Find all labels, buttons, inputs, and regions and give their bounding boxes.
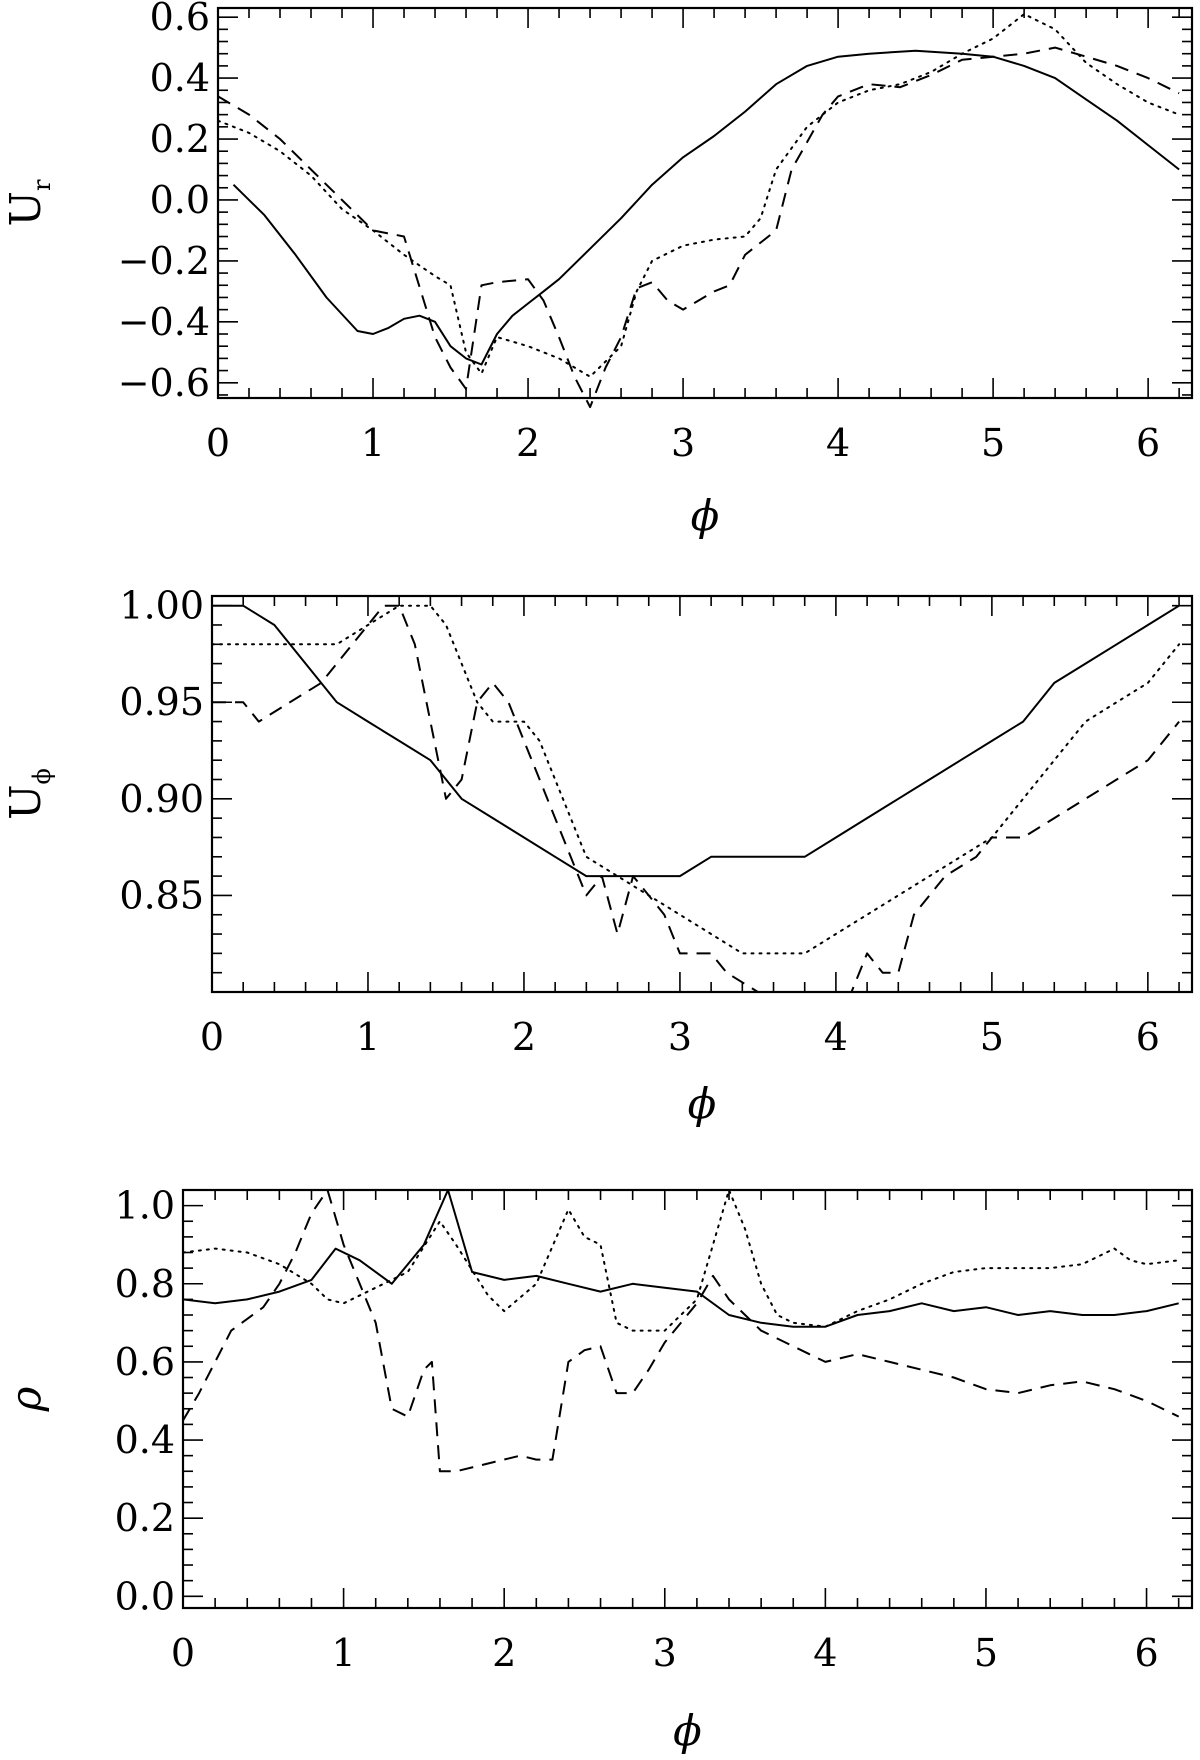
x-tick-label: 6 (1134, 1631, 1158, 1675)
x-tick-label: 1 (331, 1631, 355, 1675)
x-tick-label: 3 (668, 1015, 692, 1059)
x-axis-label: ϕ (688, 1079, 717, 1128)
y-tick-label: −0.4 (118, 300, 210, 344)
y-tick-label: −0.2 (118, 239, 210, 283)
x-tick-label: 5 (981, 421, 1005, 465)
y-tick-label: 0.2 (150, 117, 210, 161)
x-tick-label: 4 (824, 1015, 848, 1059)
panel-3: 0 1 2 3 4 5 6 0.0 0.2 0.4 0.6 0.8 1.0 ϕ ρ (1, 1184, 1194, 1755)
y-tick-label: 1.0 (115, 1184, 175, 1228)
x-axis-label: ϕ (691, 491, 720, 540)
series-dotted-line (183, 1189, 1180, 1332)
x-tick-label: 0 (171, 1631, 195, 1675)
panel-1: 0 1 2 3 4 5 6 −0.6 −0.4 −0.2 0.0 0.2 0.4 0.6 ϕ Ur (1, 0, 1194, 540)
x-tick-label: 3 (671, 421, 695, 465)
y-axis-label: ρ (1, 1386, 50, 1412)
x-tick-label: 5 (980, 1015, 1004, 1059)
x-tick-label: 3 (653, 1631, 677, 1675)
x-tick-label: 0 (206, 421, 230, 465)
plot-frame (216, 6, 1194, 400)
y-tick-label: 0.4 (150, 56, 210, 100)
plot-frame (181, 1188, 1194, 1610)
x-tick-label: 2 (516, 421, 540, 465)
y-axis-label-subscript: ϕ (28, 768, 56, 784)
series-dotted-line (218, 13, 1181, 378)
y-tick-label: 0.85 (119, 873, 204, 917)
series-dashed-line (212, 604, 1180, 993)
x-tick-label: 6 (1136, 1015, 1160, 1059)
x-tick-label: 4 (813, 1631, 837, 1675)
series-dotted-line (212, 604, 1181, 955)
y-tick-label: 0.95 (119, 680, 204, 724)
series-dashed-line (218, 46, 1180, 409)
y-axis-label-subscript: r (28, 179, 56, 191)
x-tick-label: 1 (361, 421, 385, 465)
y-tick-label: 0.0 (150, 178, 210, 222)
series-solid-line (232, 49, 1180, 366)
x-axis-label: ϕ (673, 1706, 702, 1755)
y-axis-label: Ur (1, 179, 56, 226)
y-axis-label: Uϕ (1, 768, 56, 820)
y-axis-label-main: U (1, 784, 50, 819)
y-axis-label-main: ρ (1, 1386, 50, 1412)
x-tick-label: 5 (974, 1631, 998, 1675)
y-tick-label: 0.2 (115, 1496, 175, 1540)
x-tick-label: 1 (356, 1015, 380, 1059)
y-tick-label: 1.00 (119, 584, 204, 628)
x-tick-label: 4 (826, 421, 850, 465)
series-dashed-line (183, 1189, 1180, 1473)
y-tick-label: 0.6 (115, 1340, 175, 1384)
x-tick-label: 2 (512, 1015, 536, 1059)
y-tick-label: 0.6 (150, 0, 210, 39)
y-tick-label: 0.90 (119, 777, 204, 821)
y-tick-label: 0.0 (115, 1574, 175, 1618)
series-solid-line (183, 1189, 1179, 1328)
y-tick-label: 0.4 (115, 1418, 175, 1462)
x-tick-label: 6 (1136, 421, 1160, 465)
x-tick-label: 2 (492, 1631, 516, 1675)
y-tick-label: 0.8 (115, 1262, 175, 1306)
y-tick-label: −0.6 (118, 361, 210, 405)
series-solid-line (212, 604, 1180, 878)
plot-frame (210, 594, 1194, 994)
x-tick-label: 0 (200, 1015, 224, 1059)
y-axis-label-main: U (1, 191, 50, 226)
